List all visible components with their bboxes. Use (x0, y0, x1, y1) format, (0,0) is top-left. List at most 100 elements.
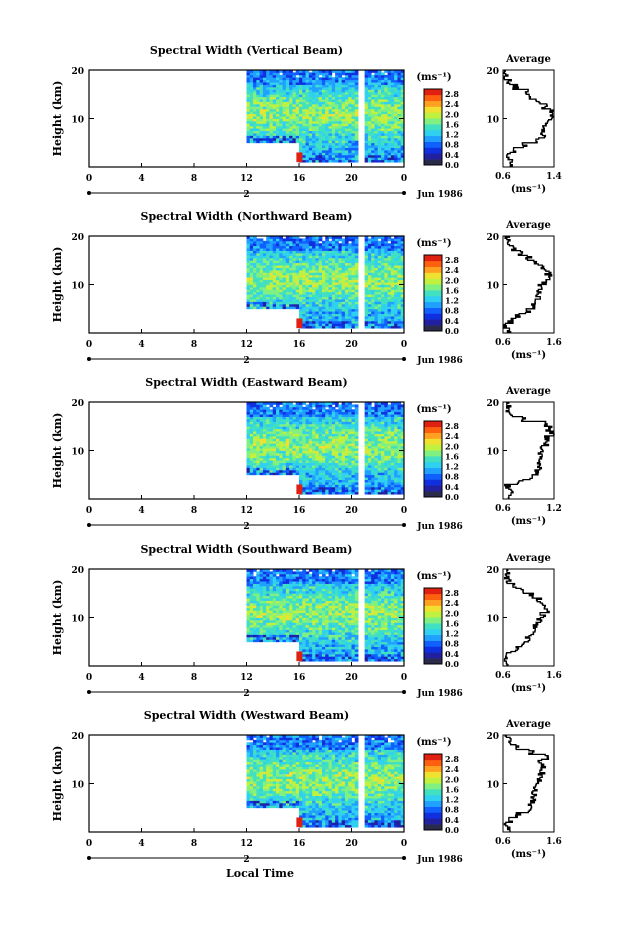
heatmap-cell (292, 455, 297, 459)
heatmap-cell (295, 282, 300, 285)
colorbar-segment (424, 301, 442, 308)
heatmap-cell (299, 89, 303, 93)
heatmap-cell (341, 157, 346, 161)
heatmap-cell (335, 116, 339, 119)
heatmap-cell (262, 416, 267, 420)
heatmap-cell (262, 418, 267, 422)
heatmap-cell (390, 418, 395, 422)
heatmap-cell (371, 269, 375, 273)
heatmap-cell (312, 94, 316, 98)
heatmap-cell (256, 286, 261, 290)
heatmap-cell (348, 260, 352, 264)
heatmap-cell (262, 472, 267, 476)
heatmap-cell (269, 452, 274, 456)
heatmap-cell (253, 269, 257, 273)
heatmap-cell (394, 118, 398, 122)
heatmap-cell (397, 96, 402, 100)
heatmap-cell (289, 294, 293, 298)
heatmap-cell (341, 96, 346, 100)
heatmap-cell (246, 84, 251, 88)
heatmap-cell (374, 252, 379, 256)
heatmap-cell (354, 94, 359, 98)
heatmap-cell (321, 257, 326, 261)
heatmap-cell (367, 484, 372, 488)
heatmap-cell (364, 301, 369, 305)
heatmap-cell (341, 252, 346, 256)
heatmap-cell (364, 106, 369, 110)
heatmap-cell (338, 431, 343, 434)
heatmap-cell (256, 250, 261, 254)
heatmap-cell (325, 255, 329, 259)
heatmap-cell (364, 435, 369, 439)
heatmap-cell (292, 448, 297, 451)
heatmap-cell (394, 286, 398, 290)
heatmap-cell (302, 421, 306, 425)
heatmap-cell (394, 91, 398, 95)
heatmap-cell (253, 426, 257, 430)
heatmap-cell (318, 284, 323, 288)
heatmap-cell (348, 306, 352, 310)
heatmap-cell (328, 108, 333, 112)
heatmap-cell (276, 272, 280, 276)
heatmap-cell (387, 479, 392, 483)
heatmap-cell (390, 86, 395, 90)
heatmap-cell (308, 245, 313, 249)
heatmap-cell (318, 433, 323, 437)
heatmap-cell (272, 86, 277, 90)
heatmap-cell (315, 457, 320, 461)
heatmap-cell (400, 245, 405, 249)
heatmap-cell (374, 311, 379, 315)
heatmap-cell (381, 125, 385, 129)
heatmap-cell (341, 262, 346, 266)
heatmap-cell (394, 267, 398, 271)
heatmap-cell (308, 474, 313, 478)
heatmap-cell (253, 282, 257, 285)
heatmap-cell (305, 428, 310, 432)
heatmap-cell (253, 279, 257, 283)
heatmap-cell (335, 482, 339, 485)
heatmap-cell (259, 469, 264, 473)
heatmap-cell (338, 269, 343, 273)
heatmap-cell (371, 486, 375, 490)
heatmap-cell (351, 460, 356, 464)
heatmap-cell (269, 294, 274, 298)
heatmap-cell (259, 426, 264, 430)
heatmap-cell (371, 79, 375, 83)
heatmap-cell (344, 416, 349, 420)
heatmap-cell (312, 238, 316, 242)
heatmap-cell (315, 243, 320, 247)
heatmap-cell (253, 91, 257, 95)
heatmap-cell (381, 465, 385, 468)
heatmap-cell (371, 467, 375, 471)
heatmap-cell (400, 291, 405, 295)
heatmap-cell (266, 250, 270, 254)
heatmap-cell (387, 318, 392, 322)
heatmap-cell (341, 137, 346, 141)
heatmap-cell (374, 72, 379, 76)
heatmap-cell (262, 301, 267, 305)
heatmap-cell (351, 84, 356, 88)
panel-2-avg-xtick-label: 0.6 (495, 338, 511, 348)
heatmap-cell (259, 257, 264, 261)
heatmap-cell (305, 421, 310, 425)
heatmap-cell (328, 79, 333, 83)
heatmap-cell (325, 243, 329, 247)
heatmap-cell (292, 236, 297, 239)
heatmap-cell (390, 316, 395, 319)
heatmap-cell (266, 140, 270, 144)
heatmap-cell (299, 277, 303, 281)
heatmap-cell (328, 274, 333, 278)
heatmap-cell (321, 111, 326, 115)
heatmap-cell (305, 406, 310, 410)
heatmap-cell (387, 418, 392, 422)
heatmap-cell (285, 457, 290, 461)
heatmap-cell (299, 286, 303, 290)
heatmap-cell (400, 260, 405, 264)
heatmap-cell (394, 477, 398, 481)
heatmap-cell (341, 296, 346, 300)
heatmap-cell (367, 294, 372, 298)
heatmap-cell (328, 255, 333, 259)
heatmap-cell (299, 150, 303, 153)
heatmap-cell (367, 308, 372, 312)
heatmap-cell (262, 118, 267, 122)
